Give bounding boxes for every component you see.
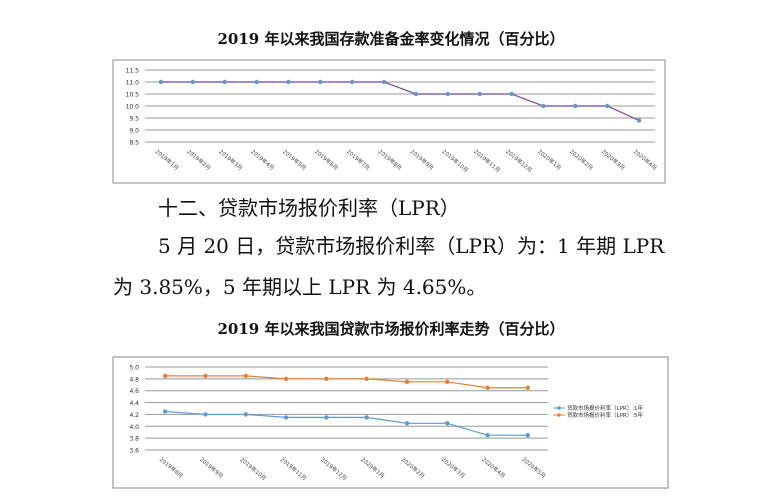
x-tick-label: 2019年8月 bbox=[158, 455, 185, 479]
data-point bbox=[158, 79, 164, 85]
y-tick-label: 3.6 bbox=[129, 448, 139, 455]
y-tick-label: 4.4 bbox=[129, 400, 139, 407]
y-tick-label: 10.0 bbox=[126, 104, 140, 111]
x-tick-label: 2020年1月 bbox=[359, 455, 386, 479]
data-point bbox=[636, 118, 642, 123]
data-point bbox=[324, 415, 329, 420]
data-point bbox=[203, 373, 208, 379]
data-point bbox=[203, 412, 208, 417]
data-point bbox=[509, 91, 514, 97]
data-point bbox=[364, 376, 369, 382]
x-tick-label: 2020年2月 bbox=[568, 147, 595, 171]
legend-label: 贷款市场报价利率（LPR）:1年 bbox=[567, 404, 644, 412]
series-line bbox=[165, 375, 528, 389]
y-tick-label: 5.0 bbox=[129, 365, 139, 372]
x-tick-label: 2020年3月 bbox=[600, 147, 627, 171]
data-point bbox=[190, 79, 196, 85]
x-tick-label: 2020年2月 bbox=[400, 455, 427, 479]
section-heading: 十二、贷款市场报价利率（LPR） bbox=[158, 196, 460, 220]
x-tick-label: 2019年2月 bbox=[186, 147, 213, 171]
data-point bbox=[541, 103, 546, 109]
x-tick-label: 2019年10月 bbox=[238, 455, 268, 482]
data-point bbox=[286, 79, 291, 85]
data-point bbox=[222, 79, 227, 85]
chart-2: 3.6 3.8 4.0 4.2 4.4 4.6 4.8 5.0 2019年8月 2019年9月 20… bbox=[112, 356, 669, 489]
data-point bbox=[573, 103, 578, 109]
data-point bbox=[318, 79, 323, 85]
y-tick-label: 3.8 bbox=[129, 436, 139, 443]
data-point bbox=[485, 385, 490, 390]
x-tick-label: 2020年3月 bbox=[440, 455, 467, 479]
y-tick-label: 9.0 bbox=[129, 128, 139, 135]
y-tick-label: 4.6 bbox=[129, 388, 139, 395]
x-tick-label: 2019年1月 bbox=[154, 147, 181, 171]
data-point bbox=[283, 376, 289, 382]
data-point bbox=[445, 421, 450, 426]
x-tick-label: 2020年5月 bbox=[521, 455, 548, 479]
y-tick-label: 11.0 bbox=[126, 80, 140, 87]
data-point bbox=[349, 79, 355, 85]
data-point bbox=[162, 409, 168, 414]
y-tick-label: 4.8 bbox=[129, 376, 139, 383]
paragraph: 5 月 20 日，贷款市场报价利率（LPR）为：1 年期 LPR 为 3.85%… bbox=[113, 226, 668, 308]
data-point bbox=[283, 415, 289, 420]
data-point bbox=[243, 412, 248, 417]
x-tick-label: 2019年6月 bbox=[313, 147, 340, 171]
data-point bbox=[404, 379, 410, 385]
data-point bbox=[381, 79, 387, 85]
legend-marker bbox=[557, 413, 561, 417]
data-point bbox=[404, 421, 410, 426]
chart1-title: 2019 年以来我国存款准备金率变化情况（百分比） bbox=[217, 30, 565, 48]
data-point bbox=[604, 103, 610, 109]
data-point bbox=[445, 379, 450, 385]
y-tick-label: 4.2 bbox=[129, 412, 139, 419]
x-tick-label: 2019年8月 bbox=[377, 147, 404, 171]
y-tick-label: 11.5 bbox=[126, 68, 140, 75]
x-tick-label: 2019年5月 bbox=[281, 147, 308, 171]
x-tick-label: 2019年9月 bbox=[409, 147, 436, 171]
x-tick-label: 2019年4月 bbox=[249, 147, 276, 171]
y-tick-label: 4.0 bbox=[129, 424, 139, 431]
x-tick-label: 2019年12月 bbox=[319, 455, 349, 482]
data-point bbox=[254, 79, 259, 85]
series-line bbox=[165, 410, 528, 436]
data-point bbox=[445, 91, 451, 97]
chart-frame bbox=[112, 356, 669, 489]
x-tick-label: 2020年1月 bbox=[536, 147, 563, 171]
chart2-title: 2019 年以来我国贷款市场报价利率走势（百分比） bbox=[217, 320, 565, 338]
legend-label: 贷款市场报价利率（LPR）:5年 bbox=[567, 411, 644, 419]
x-tick-label: 2019年7月 bbox=[345, 147, 372, 171]
x-tick-label: 2019年3月 bbox=[217, 147, 244, 171]
series-line bbox=[160, 81, 640, 121]
chart-frame bbox=[112, 59, 666, 184]
x-tick-label: 2019年10月 bbox=[441, 147, 471, 174]
data-point bbox=[413, 91, 419, 97]
data-point bbox=[243, 373, 248, 379]
y-tick-label: 9.5 bbox=[129, 116, 139, 123]
x-tick-label: 2020年4月 bbox=[480, 455, 507, 479]
x-tick-label: 2019年11月 bbox=[279, 455, 309, 482]
x-tick-label: 2019年11月 bbox=[472, 147, 502, 174]
x-tick-label: 2019年12月 bbox=[504, 147, 534, 174]
data-point bbox=[162, 373, 168, 379]
y-tick-label: 10.5 bbox=[126, 92, 140, 99]
y-tick-label: 8.5 bbox=[129, 140, 139, 147]
x-tick-label: 2019年9月 bbox=[198, 455, 225, 479]
data-point bbox=[525, 385, 531, 390]
paragraph-text: 5 月 20 日，贷款市场报价利率（LPR）为：1 年期 LPR 为 3.85%… bbox=[113, 234, 665, 299]
data-point bbox=[525, 432, 531, 438]
data-point bbox=[364, 415, 369, 420]
legend-marker bbox=[557, 406, 561, 410]
data-point bbox=[477, 91, 482, 97]
data-point bbox=[485, 432, 490, 438]
data-point bbox=[324, 376, 329, 382]
x-tick-label: 2020年4月 bbox=[632, 147, 659, 171]
